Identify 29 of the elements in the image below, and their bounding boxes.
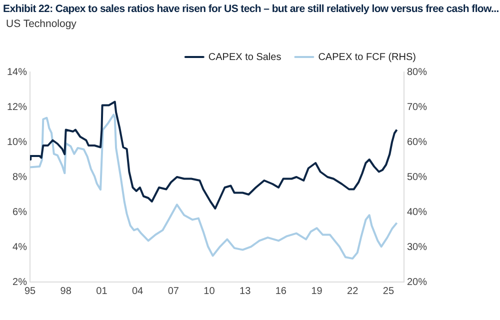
legend-label: CAPEX to FCF (RHS) xyxy=(318,52,416,63)
y2-tick-label: 70% xyxy=(406,102,428,113)
x-tick-label: 10 xyxy=(204,286,216,297)
y-tick-label: 14% xyxy=(7,66,28,78)
x-tick-label: 25 xyxy=(382,286,394,297)
y2-tick-label: 50% xyxy=(406,172,428,183)
x-tick-label: 95 xyxy=(24,286,36,297)
x-tick-label: 01 xyxy=(96,286,108,297)
y2-tick-label: 60% xyxy=(406,136,428,148)
y2-tick-label: 80% xyxy=(406,66,428,78)
x-tick-label: 04 xyxy=(132,286,144,297)
y2-tick-label: 30% xyxy=(406,242,428,253)
y-tick-label: 8% xyxy=(12,172,28,183)
chart-subtitle: US Technology xyxy=(6,18,76,30)
x-tick-label: 19 xyxy=(311,286,323,297)
y2-tick-label: 20% xyxy=(406,276,428,288)
x-tick-label: 22 xyxy=(347,286,359,297)
x-tick-label: 16 xyxy=(275,286,287,297)
y-tick-label: 2% xyxy=(12,276,28,288)
chart-title: Exhibit 22: Capex to sales ratios have risen for US tech – but are still relatively low versus free cash flow... xyxy=(3,3,499,15)
y-tick-label: 4% xyxy=(12,242,28,253)
y-tick-label: 10% xyxy=(7,136,28,148)
x-tick-label: 13 xyxy=(240,286,252,297)
x-tick-label: 07 xyxy=(168,286,180,297)
x-tick-label: 98 xyxy=(60,286,72,297)
y-tick-label: 12% xyxy=(7,102,28,113)
y2-tick-label: 40% xyxy=(406,206,428,218)
legend-label: CAPEX to Sales xyxy=(208,52,282,63)
y-tick-label: 6% xyxy=(12,206,28,218)
